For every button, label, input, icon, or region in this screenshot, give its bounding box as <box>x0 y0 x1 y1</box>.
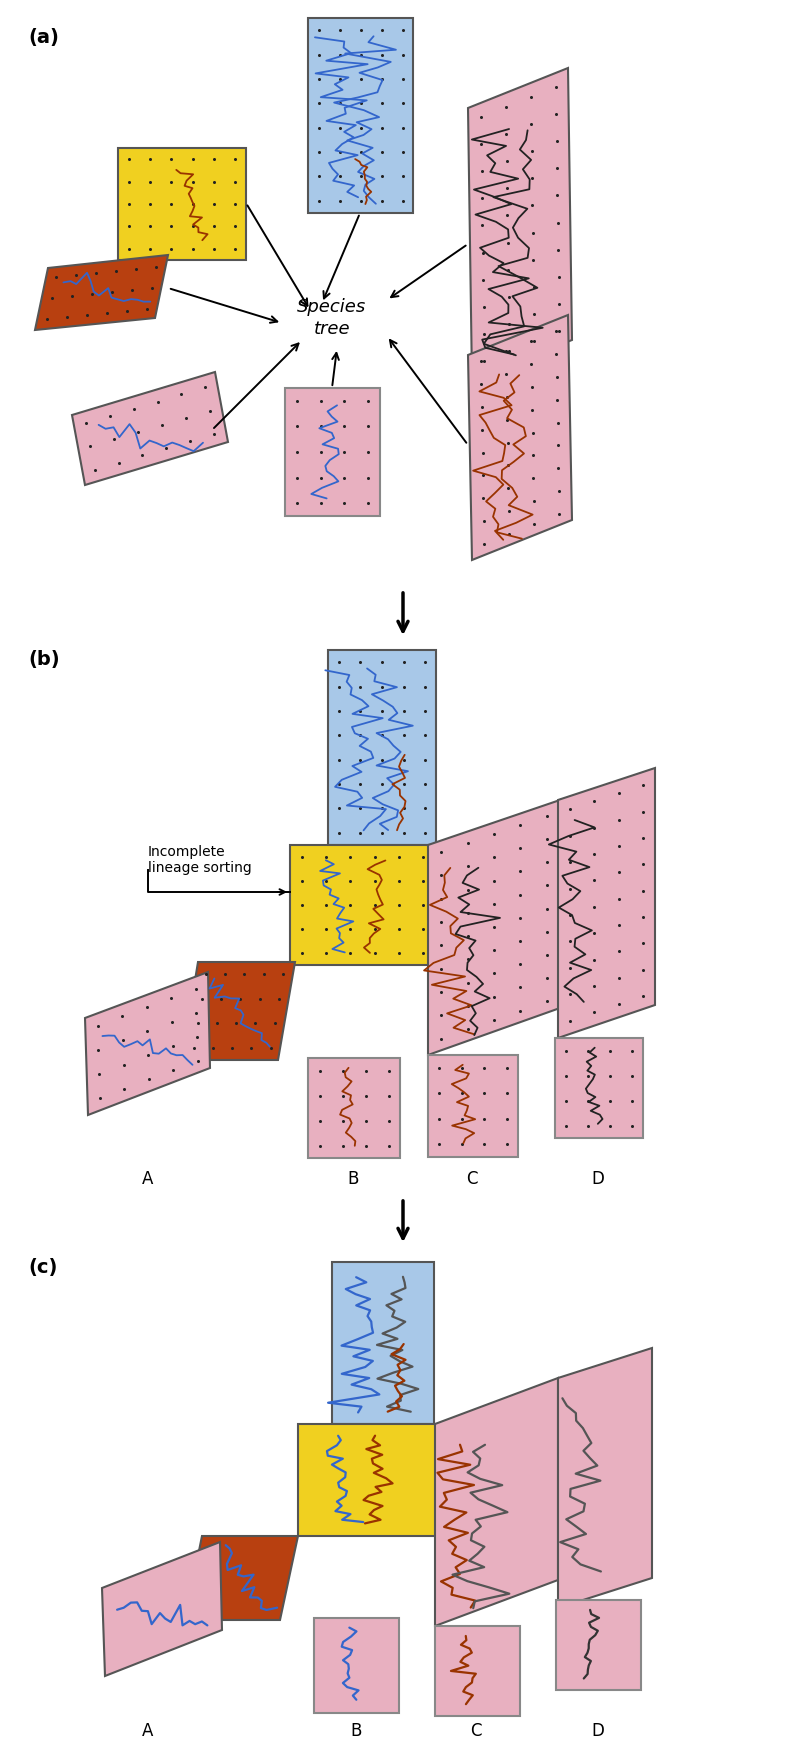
Polygon shape <box>435 1378 558 1626</box>
Polygon shape <box>290 845 435 966</box>
Polygon shape <box>102 1542 222 1676</box>
Polygon shape <box>35 255 168 330</box>
Text: B: B <box>351 1722 362 1741</box>
Text: C: C <box>466 1170 478 1187</box>
Polygon shape <box>308 17 413 213</box>
Polygon shape <box>428 1055 518 1158</box>
Polygon shape <box>118 148 246 260</box>
Polygon shape <box>185 1536 298 1620</box>
Polygon shape <box>558 1348 652 1608</box>
Polygon shape <box>468 314 572 560</box>
Polygon shape <box>308 1058 400 1158</box>
Text: (a): (a) <box>28 28 59 47</box>
Polygon shape <box>182 962 295 1060</box>
Text: D: D <box>592 1170 604 1187</box>
Polygon shape <box>558 768 655 1039</box>
Polygon shape <box>328 650 436 845</box>
Polygon shape <box>435 1626 520 1716</box>
Polygon shape <box>298 1425 436 1536</box>
Polygon shape <box>556 1599 641 1690</box>
Text: Species
tree: Species tree <box>297 299 367 339</box>
Polygon shape <box>332 1262 434 1425</box>
Text: (c): (c) <box>28 1259 57 1276</box>
Text: (b): (b) <box>28 650 60 669</box>
Polygon shape <box>85 973 210 1116</box>
Polygon shape <box>314 1619 399 1713</box>
Polygon shape <box>555 1039 643 1138</box>
Polygon shape <box>285 388 380 517</box>
Text: C: C <box>470 1722 482 1741</box>
Text: B: B <box>347 1170 359 1187</box>
Polygon shape <box>428 800 560 1055</box>
Text: A: A <box>143 1170 154 1187</box>
Text: A: A <box>143 1722 154 1741</box>
Polygon shape <box>72 372 228 485</box>
Polygon shape <box>468 68 572 381</box>
Text: Incomplete
lineage sorting: Incomplete lineage sorting <box>148 845 251 875</box>
Text: D: D <box>592 1722 604 1741</box>
